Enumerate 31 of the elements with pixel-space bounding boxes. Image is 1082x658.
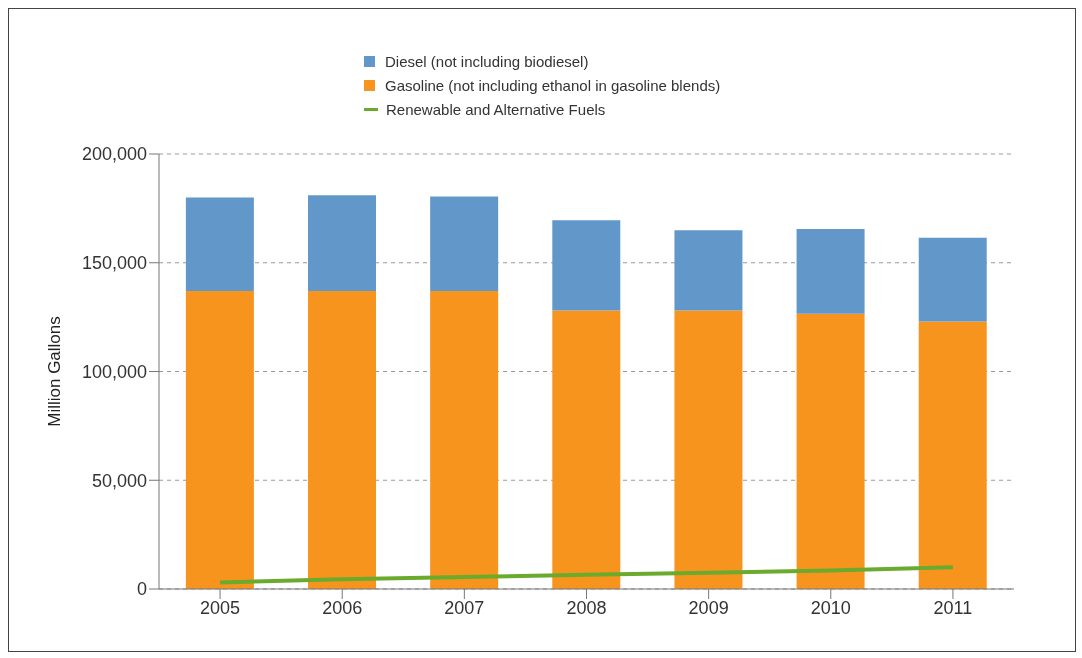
y-tick-label: 100,000 — [81, 361, 147, 382]
line-series — [218, 565, 955, 585]
bar — [918, 237, 987, 322]
x-tick-label: 2011 — [933, 597, 973, 618]
y-tick-label: 200,000 — [81, 144, 147, 165]
x-tick-label: 2007 — [444, 597, 485, 618]
x-tick-label: 2009 — [688, 597, 729, 618]
y-axis-title: Million Gallons — [45, 316, 65, 427]
bar — [308, 195, 377, 292]
bar — [430, 291, 499, 589]
bar — [796, 229, 865, 314]
bar — [308, 291, 377, 589]
legend-label: Gasoline (not including ethanol in gasoline blends) — [385, 76, 721, 94]
y-tick-label: 150,000 — [81, 253, 147, 274]
bar — [918, 321, 987, 589]
bar — [185, 197, 254, 292]
legend-label: Renewable and Alternative Fuels — [386, 100, 606, 118]
x-tick-label: 2008 — [566, 597, 607, 618]
bar — [674, 310, 743, 589]
bar — [796, 313, 865, 589]
bar — [430, 196, 499, 292]
legend-label: Diesel (not including biodiesel) — [385, 52, 589, 70]
y-tick-label: 0 — [136, 579, 147, 600]
bar — [552, 220, 621, 311]
bar — [185, 291, 254, 589]
x-tick-label: 2005 — [200, 597, 241, 618]
x-tick-label: 2006 — [322, 597, 363, 618]
bar — [552, 310, 621, 589]
y-tick-label: 50,000 — [91, 470, 147, 491]
x-tick-label: 2010 — [810, 597, 851, 618]
bar — [674, 230, 743, 311]
